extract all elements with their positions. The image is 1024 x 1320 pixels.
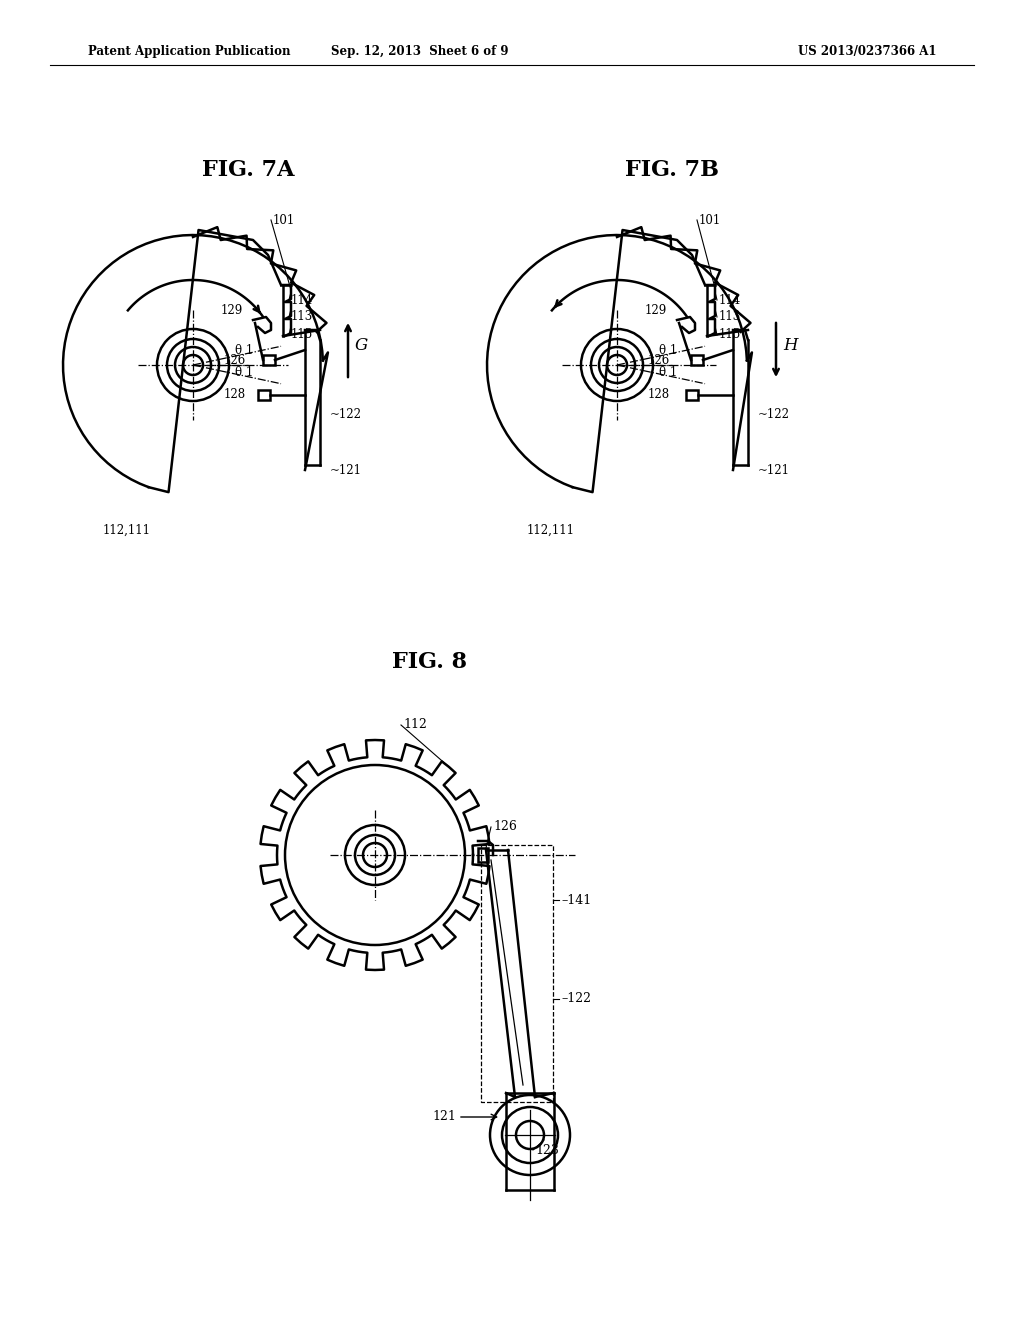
Text: 112,111: 112,111: [103, 524, 151, 536]
Text: θ 1: θ 1: [234, 367, 253, 380]
Bar: [263, 355, 275, 366]
Text: H: H: [783, 337, 798, 354]
Bar: [686, 389, 698, 400]
Text: 101: 101: [699, 214, 721, 227]
Text: 113: 113: [719, 310, 741, 323]
Text: Patent Application Publication: Patent Application Publication: [88, 45, 291, 58]
Text: ~121: ~121: [330, 463, 362, 477]
Text: 121: 121: [432, 1110, 456, 1123]
Text: 115: 115: [719, 329, 741, 342]
Text: θ 1: θ 1: [659, 367, 677, 380]
Text: FIG. 8: FIG. 8: [392, 651, 468, 673]
Text: 113: 113: [291, 310, 313, 323]
Text: 123: 123: [535, 1143, 559, 1156]
Text: 114: 114: [719, 293, 741, 306]
Text: ~122: ~122: [330, 408, 362, 421]
Text: 115: 115: [291, 329, 313, 342]
Bar: [258, 389, 270, 400]
Text: –122: –122: [561, 993, 591, 1005]
Text: FIG. 7A: FIG. 7A: [202, 158, 294, 181]
Text: 101: 101: [273, 214, 295, 227]
Text: 129: 129: [645, 304, 667, 317]
Text: 128: 128: [224, 388, 246, 401]
Text: 129: 129: [221, 304, 243, 317]
Text: G: G: [355, 337, 369, 354]
Text: ~122: ~122: [758, 408, 790, 421]
Text: 114: 114: [291, 293, 313, 306]
Text: Sep. 12, 2013  Sheet 6 of 9: Sep. 12, 2013 Sheet 6 of 9: [331, 45, 509, 58]
Text: US 2013/0237366 A1: US 2013/0237366 A1: [798, 45, 936, 58]
Text: 128: 128: [648, 388, 670, 401]
Text: 112: 112: [403, 718, 427, 731]
Text: ~121: ~121: [758, 463, 790, 477]
Bar: [691, 355, 703, 366]
Text: 126: 126: [224, 354, 246, 367]
Text: FIG. 7B: FIG. 7B: [625, 158, 719, 181]
Bar: [478, 847, 488, 862]
Text: 112,111: 112,111: [527, 524, 575, 536]
Text: 126: 126: [493, 821, 517, 833]
Text: θ 1: θ 1: [234, 345, 253, 358]
Text: –141: –141: [561, 894, 591, 907]
Text: 126: 126: [648, 354, 670, 367]
Text: θ 1: θ 1: [659, 345, 677, 358]
